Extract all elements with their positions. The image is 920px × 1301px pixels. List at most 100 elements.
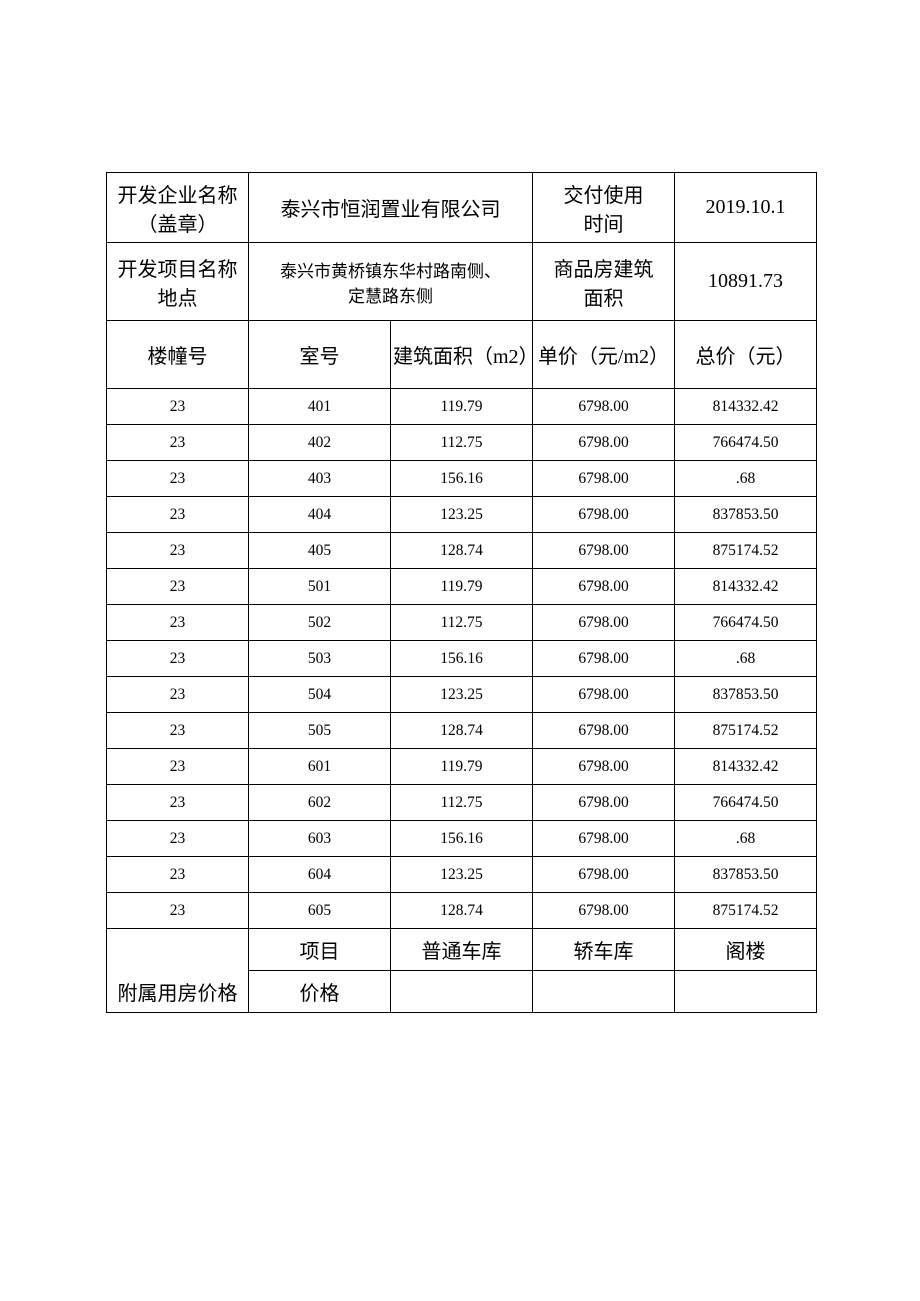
cell-unitprice: 6798.00	[533, 857, 675, 893]
cell-area: 119.79	[391, 749, 533, 785]
data-row: 23 404 123.25 6798.00 837853.50	[107, 497, 817, 533]
cell-room: 501	[249, 569, 391, 605]
cell-area: 112.75	[391, 425, 533, 461]
project-location-label: 开发项目名称 地点	[107, 243, 249, 321]
cell-building: 23	[107, 605, 249, 641]
header-row-1: 开发企业名称 （盖章） 泰兴市恒润置业有限公司 交付使用 时间 2019.10.…	[107, 173, 817, 243]
cell-area: 123.25	[391, 857, 533, 893]
building-area-value: 10891.73	[675, 243, 817, 321]
cell-total: 875174.52	[675, 533, 817, 569]
developer-name-label: 开发企业名称 （盖章）	[107, 173, 249, 243]
data-row: 23 603 156.16 6798.00 .68	[107, 821, 817, 857]
cell-area: 123.25	[391, 677, 533, 713]
data-row: 23 402 112.75 6798.00 766474.50	[107, 425, 817, 461]
footer-price-label: 价格	[249, 971, 391, 1013]
cell-room: 403	[249, 461, 391, 497]
cell-building: 23	[107, 821, 249, 857]
cell-room: 604	[249, 857, 391, 893]
cell-unitprice: 6798.00	[533, 677, 675, 713]
cell-room: 601	[249, 749, 391, 785]
cell-total: 814332.42	[675, 389, 817, 425]
data-row: 23 502 112.75 6798.00 766474.50	[107, 605, 817, 641]
footer-garage-price	[391, 971, 533, 1013]
cell-unitprice: 6798.00	[533, 641, 675, 677]
column-header-row: 楼幢号 室号 建筑面积（m2） 单价（元/m2） 总价（元）	[107, 321, 817, 389]
cell-unitprice: 6798.00	[533, 713, 675, 749]
col-building-no: 楼幢号	[107, 321, 249, 389]
cell-unitprice: 6798.00	[533, 785, 675, 821]
cell-room: 503	[249, 641, 391, 677]
cell-unitprice: 6798.00	[533, 605, 675, 641]
pricing-table: 开发企业名称 （盖章） 泰兴市恒润置业有限公司 交付使用 时间 2019.10.…	[106, 172, 817, 1013]
header-row-2: 开发项目名称 地点 泰兴市黄桥镇东华村路南侧、 定慧路东侧 商品房建筑 面积 1…	[107, 243, 817, 321]
developer-name-value: 泰兴市恒润置业有限公司	[249, 173, 533, 243]
data-row: 23 503 156.16 6798.00 .68	[107, 641, 817, 677]
cell-room: 401	[249, 389, 391, 425]
data-row: 23 601 119.79 6798.00 814332.42	[107, 749, 817, 785]
data-row: 23 401 119.79 6798.00 814332.42	[107, 389, 817, 425]
data-row: 23 605 128.74 6798.00 875174.52	[107, 893, 817, 929]
cell-building: 23	[107, 497, 249, 533]
cell-unitprice: 6798.00	[533, 893, 675, 929]
cell-unitprice: 6798.00	[533, 749, 675, 785]
col-room-no: 室号	[249, 321, 391, 389]
cell-area: 119.79	[391, 389, 533, 425]
cell-area: 112.75	[391, 605, 533, 641]
data-row: 23 403 156.16 6798.00 .68	[107, 461, 817, 497]
cell-building: 23	[107, 533, 249, 569]
cell-total: .68	[675, 461, 817, 497]
cell-building: 23	[107, 641, 249, 677]
footer-item-label: 项目	[249, 929, 391, 971]
cell-total: 837853.50	[675, 677, 817, 713]
cell-building: 23	[107, 389, 249, 425]
cell-unitprice: 6798.00	[533, 569, 675, 605]
cell-unitprice: 6798.00	[533, 821, 675, 857]
data-row: 23 504 123.25 6798.00 837853.50	[107, 677, 817, 713]
pricing-table-container: 开发企业名称 （盖章） 泰兴市恒润置业有限公司 交付使用 时间 2019.10.…	[106, 172, 816, 1013]
cell-unitprice: 6798.00	[533, 533, 675, 569]
cell-building: 23	[107, 713, 249, 749]
footer-garage-label: 普通车库	[391, 929, 533, 971]
cell-total: .68	[675, 641, 817, 677]
cell-unitprice: 6798.00	[533, 425, 675, 461]
cell-building: 23	[107, 425, 249, 461]
cell-room: 605	[249, 893, 391, 929]
footer-cargarage-price	[533, 971, 675, 1013]
cell-building: 23	[107, 785, 249, 821]
cell-area: 128.74	[391, 893, 533, 929]
cell-building: 23	[107, 461, 249, 497]
footer-attic-label: 阁楼	[675, 929, 817, 971]
cell-unitprice: 6798.00	[533, 497, 675, 533]
cell-room: 603	[249, 821, 391, 857]
cell-area: 128.74	[391, 533, 533, 569]
cell-total: .68	[675, 821, 817, 857]
cell-area: 128.74	[391, 713, 533, 749]
cell-total: 875174.52	[675, 893, 817, 929]
cell-total: 766474.50	[675, 425, 817, 461]
cell-room: 405	[249, 533, 391, 569]
cell-building: 23	[107, 569, 249, 605]
data-row: 23 505 128.74 6798.00 875174.52	[107, 713, 817, 749]
cell-area: 156.16	[391, 821, 533, 857]
cell-total: 766474.50	[675, 605, 817, 641]
cell-room: 504	[249, 677, 391, 713]
data-row: 23 405 128.74 6798.00 875174.52	[107, 533, 817, 569]
project-location-value: 泰兴市黄桥镇东华村路南侧、 定慧路东侧	[249, 243, 533, 321]
cell-unitprice: 6798.00	[533, 389, 675, 425]
cell-area: 119.79	[391, 569, 533, 605]
cell-total: 814332.42	[675, 749, 817, 785]
cell-building: 23	[107, 749, 249, 785]
col-total-price: 总价（元）	[675, 321, 817, 389]
cell-total: 875174.52	[675, 713, 817, 749]
building-area-label: 商品房建筑 面积	[533, 243, 675, 321]
cell-area: 156.16	[391, 461, 533, 497]
footer-row-2: 附属用房价格 价格	[107, 971, 817, 1013]
cell-room: 602	[249, 785, 391, 821]
cell-room: 505	[249, 713, 391, 749]
cell-total: 766474.50	[675, 785, 817, 821]
cell-total: 814332.42	[675, 569, 817, 605]
col-unit-price: 单价（元/m2）	[533, 321, 675, 389]
cell-building: 23	[107, 893, 249, 929]
cell-room: 502	[249, 605, 391, 641]
cell-building: 23	[107, 677, 249, 713]
